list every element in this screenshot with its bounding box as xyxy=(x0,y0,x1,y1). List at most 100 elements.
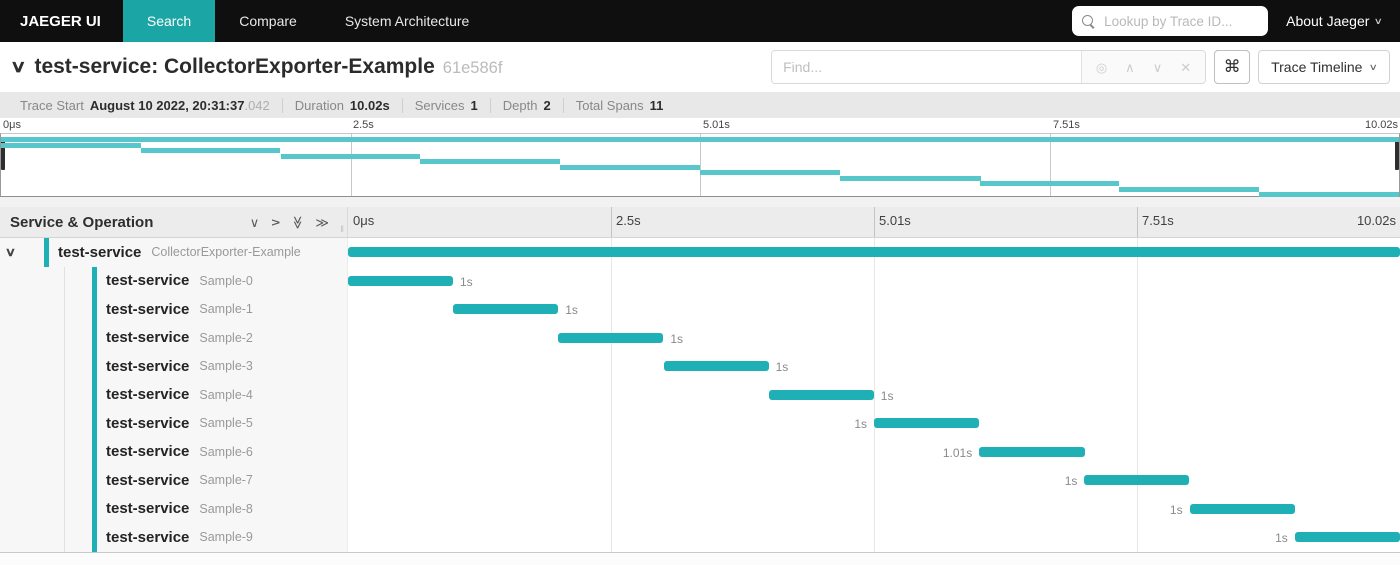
span-timeline-cell[interactable]: 1s xyxy=(348,352,1400,381)
span-timeline-cell[interactable]: 1.01s xyxy=(348,438,1400,467)
span-row[interactable]: test-service Sample-0 1s xyxy=(0,266,1400,296)
nav-tab-compare[interactable]: Compare xyxy=(239,13,297,29)
keyboard-shortcuts-button[interactable]: ⌘ xyxy=(1214,50,1251,84)
about-jaeger-menu[interactable]: About Jaeger ∨ xyxy=(1286,13,1384,29)
span-bar[interactable] xyxy=(874,418,979,428)
gridline xyxy=(874,207,875,237)
trace-lookup-input[interactable] xyxy=(1102,12,1259,30)
span-timeline-cell[interactable] xyxy=(348,238,1400,267)
section-divider xyxy=(0,197,1400,207)
span-timeline-cell[interactable]: 1s xyxy=(348,295,1400,324)
chevron-down-icon: ∨ xyxy=(1374,15,1384,26)
operation-name: Sample-4 xyxy=(199,387,253,402)
span-bar[interactable] xyxy=(1189,503,1295,514)
app-brand[interactable]: JAEGER UI xyxy=(20,12,101,30)
indent-guide xyxy=(64,523,65,552)
span-name-cell[interactable]: test-service Sample-5 xyxy=(0,409,348,438)
span-name-cell[interactable]: test-service Sample-9 xyxy=(0,523,348,552)
span-bar[interactable] xyxy=(663,361,769,371)
service-name: test-service xyxy=(106,471,190,489)
span-bar[interactable] xyxy=(348,275,453,286)
span-timeline-cell[interactable]: 1s xyxy=(348,324,1400,353)
span-name-cell[interactable]: test-service Sample-3 xyxy=(0,352,348,381)
service-name: test-service xyxy=(106,528,190,546)
timeline-tick: 7.51s xyxy=(1142,213,1174,228)
operation-name: Sample-7 xyxy=(199,473,253,488)
span-name-cell[interactable]: test-service Sample-8 xyxy=(0,494,348,523)
collapse-children-icon[interactable]: ∨ xyxy=(4,245,17,260)
service-color-stripe xyxy=(92,295,97,324)
nav-right: About Jaeger ∨ xyxy=(1072,0,1400,42)
timeline-tick: 2.5s xyxy=(353,119,374,131)
clear-find-icon[interactable]: ✕ xyxy=(1180,59,1192,75)
prev-match-icon[interactable]: ∧ xyxy=(1125,59,1135,75)
span-row[interactable]: test-service Sample-5 1s xyxy=(0,409,1400,438)
span-bar[interactable] xyxy=(1294,532,1400,542)
minimap-span-bar xyxy=(839,175,981,181)
span-name-cell[interactable]: ∨ test-service CollectorExporter-Example xyxy=(0,238,348,267)
service-name: test-service xyxy=(106,386,190,404)
span-row[interactable]: test-service Sample-3 1s xyxy=(0,352,1400,381)
span-row[interactable]: test-service Sample-8 1s xyxy=(0,494,1400,524)
next-match-icon[interactable]: ∨ xyxy=(1152,59,1163,75)
gridline xyxy=(1137,207,1138,237)
timeline-tick: 10.02s xyxy=(1364,119,1398,131)
span-row[interactable]: ∨ test-service CollectorExporter-Example xyxy=(0,238,1400,267)
service-name: test-service xyxy=(106,300,190,318)
trace-title-text: test-service: CollectorExporter-Example xyxy=(34,55,435,78)
timeline-tick: 0μs xyxy=(3,119,21,131)
summary-item: Services 1 xyxy=(401,97,490,113)
span-name-cell[interactable]: test-service Sample-4 xyxy=(0,380,348,409)
span-row[interactable]: test-service Sample-7 1s xyxy=(0,466,1400,495)
gridline xyxy=(1049,134,1051,196)
span-name-cell[interactable]: test-service Sample-1 xyxy=(0,295,348,324)
span-name-cell[interactable]: test-service Sample-7 xyxy=(0,466,348,495)
focus-match-icon[interactable]: ◎ xyxy=(1095,59,1108,75)
span-bar[interactable] xyxy=(348,247,1400,257)
minimap-scrubber-handle-right[interactable] xyxy=(1395,140,1399,170)
span-timeline-cell[interactable]: 1s xyxy=(348,381,1400,410)
trace-lookup[interactable] xyxy=(1072,6,1269,36)
collapse-one-level-icon[interactable]: ∨ xyxy=(249,214,260,230)
gridline xyxy=(700,134,701,196)
span-timeline-cell[interactable]: 1s xyxy=(348,523,1400,552)
span-bar[interactable] xyxy=(558,332,664,343)
trace-view-selector[interactable]: Trace Timeline ∨ xyxy=(1258,50,1390,84)
expand-one-level-icon[interactable]: ∨ xyxy=(267,217,283,227)
span-row[interactable]: test-service Sample-1 1s xyxy=(0,295,1400,324)
expand-all-icon[interactable]: ≫ xyxy=(315,214,329,230)
summary-label: Duration xyxy=(294,97,344,113)
span-duration-label: 1s xyxy=(775,360,789,374)
span-timeline-cell[interactable]: 1s xyxy=(348,267,1400,296)
span-name-cell[interactable]: test-service Sample-2 xyxy=(0,323,348,352)
gridline xyxy=(350,134,352,196)
span-name-cell[interactable]: test-service Sample-0 xyxy=(0,266,348,295)
minimap-scrubber-handle-left[interactable] xyxy=(1,140,5,170)
span-bar[interactable] xyxy=(453,304,559,314)
span-row[interactable]: test-service Sample-2 1s xyxy=(0,323,1400,353)
span-row[interactable]: test-service Sample-6 1.01s xyxy=(0,437,1400,467)
nav-tab-search[interactable]: Search xyxy=(122,0,216,42)
find-input[interactable] xyxy=(772,51,1081,83)
span-row[interactable]: test-service Sample-9 1s xyxy=(0,523,1400,552)
span-timeline-cell[interactable]: 1s xyxy=(348,495,1400,524)
nav-tab-system-architecture[interactable]: System Architecture xyxy=(344,13,470,29)
column-resize-grip[interactable]: ‖ xyxy=(340,224,344,234)
service-color-stripe xyxy=(92,266,97,295)
minimap-span-bar xyxy=(700,170,840,175)
service-color-stripe xyxy=(92,380,97,409)
span-bar[interactable] xyxy=(768,389,874,400)
span-row[interactable]: test-service Sample-4 1s xyxy=(0,380,1400,410)
collapse-all-icon[interactable]: ≫ xyxy=(290,215,306,229)
span-bar[interactable] xyxy=(979,446,1086,457)
span-timeline-cell[interactable]: 1s xyxy=(348,409,1400,438)
minimap-span-bar xyxy=(1259,192,1399,197)
span-bar[interactable] xyxy=(1084,475,1190,485)
span-timeline-cell[interactable]: 1s xyxy=(348,466,1400,495)
trace-title: test-service: CollectorExporter-Example 6… xyxy=(34,55,502,79)
collapse-trace-details-icon[interactable]: ∨ xyxy=(9,57,27,76)
span-name-cell[interactable]: test-service Sample-6 xyxy=(0,437,348,466)
trace-minimap[interactable] xyxy=(0,133,1400,197)
timeline-gridlines xyxy=(348,238,1400,552)
